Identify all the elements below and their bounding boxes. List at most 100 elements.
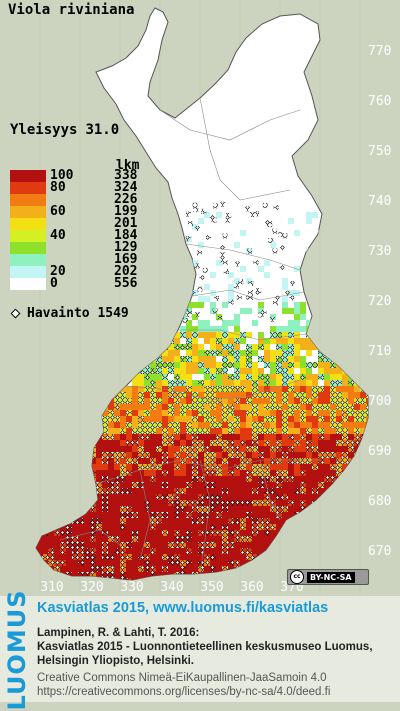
grid-cell bbox=[84, 476, 90, 482]
grid-cell bbox=[372, 434, 378, 440]
observation-marker bbox=[216, 500, 222, 506]
observation-marker bbox=[234, 536, 240, 542]
grid-cell bbox=[54, 350, 60, 356]
grid-cell bbox=[126, 326, 132, 332]
observation-marker bbox=[276, 512, 282, 518]
grid-cell bbox=[336, 554, 342, 560]
observation-marker bbox=[162, 494, 168, 500]
grid-cell bbox=[156, 488, 162, 494]
observation-count: 1549 bbox=[97, 306, 129, 321]
grid-cell bbox=[204, 320, 210, 326]
grid-cell bbox=[216, 332, 222, 338]
grid-cell bbox=[276, 374, 282, 380]
grid-cell bbox=[348, 476, 354, 482]
observation-marker bbox=[336, 440, 342, 446]
legend-count-header: lkm bbox=[116, 158, 140, 173]
grid-cell bbox=[96, 452, 102, 458]
grid-cell bbox=[72, 446, 78, 452]
grid-cell bbox=[210, 488, 216, 494]
observation-marker bbox=[66, 470, 72, 476]
grid-cell bbox=[240, 422, 246, 428]
grid-cell bbox=[336, 338, 342, 344]
grid-cell bbox=[240, 530, 246, 536]
observation-marker bbox=[294, 458, 300, 464]
observation-marker bbox=[312, 410, 318, 416]
observation-marker bbox=[270, 458, 276, 464]
grid-cell bbox=[54, 392, 60, 398]
grid-cell bbox=[294, 518, 300, 524]
observation-marker bbox=[126, 356, 132, 362]
grid-cell bbox=[204, 566, 210, 572]
grid-cell bbox=[336, 518, 342, 524]
observation-marker bbox=[342, 560, 348, 566]
license-badge[interactable]: cc BY-NC-SA bbox=[287, 569, 369, 585]
grid-cell bbox=[180, 302, 186, 308]
grid-cell bbox=[282, 464, 288, 470]
grid-cell bbox=[192, 530, 198, 536]
grid-cell bbox=[372, 560, 378, 566]
grid-cell bbox=[354, 524, 360, 530]
grid-cell bbox=[240, 566, 246, 572]
grid-cell bbox=[324, 326, 330, 332]
grid-cell bbox=[348, 422, 354, 428]
observation-marker bbox=[234, 261, 240, 267]
grid-cell bbox=[366, 368, 368, 374]
atlas-link[interactable]: Kasviatlas 2015, www.luomus.fi/kasviatla… bbox=[37, 600, 329, 616]
grid-cell bbox=[210, 344, 216, 350]
grid-cell bbox=[258, 266, 264, 272]
observation-marker bbox=[264, 362, 270, 368]
grid-cell bbox=[108, 524, 114, 530]
observation-marker bbox=[336, 470, 342, 476]
observation-marker bbox=[246, 536, 252, 542]
legend-count: 202 bbox=[114, 264, 138, 279]
grid-cell bbox=[36, 338, 42, 344]
grid-cell bbox=[186, 434, 192, 440]
observation-marker bbox=[60, 464, 66, 470]
observation-marker bbox=[270, 488, 276, 494]
observation-marker bbox=[144, 410, 150, 416]
grid-cell bbox=[120, 500, 126, 506]
grid-cell bbox=[306, 560, 312, 566]
grid-cell bbox=[96, 344, 102, 350]
grid-cell bbox=[312, 440, 318, 446]
grid-cell bbox=[66, 470, 72, 476]
grid-cell bbox=[228, 488, 234, 494]
observation-marker bbox=[366, 470, 368, 476]
observation-marker bbox=[54, 530, 60, 536]
observation-marker bbox=[240, 440, 246, 446]
grid-cell bbox=[84, 470, 90, 476]
observation-marker bbox=[264, 524, 270, 530]
grid-cell bbox=[330, 440, 336, 446]
grid-cell bbox=[60, 566, 66, 572]
grid-cell bbox=[36, 440, 42, 446]
license-line-2[interactable]: https://creativecommons.org/licenses/by-… bbox=[37, 686, 331, 698]
grid-cell bbox=[324, 470, 330, 476]
grid-cell bbox=[78, 494, 84, 500]
grid-cell bbox=[162, 386, 168, 392]
observation-marker bbox=[186, 530, 192, 536]
grid-cell bbox=[324, 482, 330, 488]
grid-cell bbox=[156, 338, 162, 344]
grid-cell bbox=[348, 386, 354, 392]
observation-marker bbox=[204, 470, 210, 476]
observation-marker bbox=[72, 476, 78, 482]
observation-marker bbox=[36, 560, 42, 566]
grid-cell bbox=[216, 554, 222, 560]
observation-marker bbox=[42, 344, 48, 350]
grid-cell bbox=[282, 440, 288, 446]
grid-cell bbox=[174, 566, 180, 572]
grid-cell bbox=[150, 578, 156, 580]
observation-marker bbox=[204, 494, 210, 500]
grid-cell bbox=[132, 524, 138, 530]
grid-cell bbox=[330, 404, 336, 410]
observation-marker bbox=[222, 332, 228, 338]
observation-marker bbox=[144, 368, 150, 374]
observation-marker bbox=[108, 452, 114, 458]
grid-cell bbox=[162, 314, 168, 320]
observation-marker bbox=[90, 422, 96, 428]
grid-cell bbox=[54, 476, 60, 482]
grid-cell bbox=[258, 566, 264, 572]
grid-cell bbox=[138, 524, 144, 530]
observation-marker bbox=[36, 338, 42, 344]
observation-marker bbox=[204, 428, 210, 434]
